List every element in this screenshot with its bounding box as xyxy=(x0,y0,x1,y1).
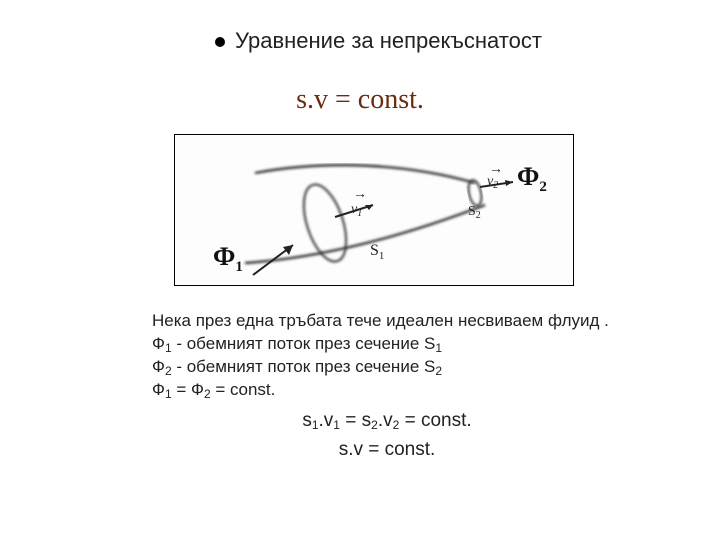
figure-tube-flow: → → Ф1 Ф2 S1 S2 v1 v2 xyxy=(174,134,574,286)
bullet-icon xyxy=(215,37,225,47)
title-text: Уравнение за непрекъснатост xyxy=(235,28,542,54)
svg-text:→: → xyxy=(353,187,367,202)
equation-s1v1: s1.v1 = s2.v2 = const. xyxy=(152,408,622,434)
figure-svg: → → Ф1 Ф2 S1 S2 v1 v2 xyxy=(175,135,573,285)
title-bullet-row: Уравнение за непрекъснатост xyxy=(215,28,542,54)
body-line-2: Ф1 - обемният поток през сечение S1 xyxy=(152,333,622,356)
body-text-block: Нека през една тръбата тече идеален несв… xyxy=(152,310,622,463)
body-line-4: Ф1 = Ф2 = const. xyxy=(152,379,622,402)
equation-sv: s.v = const. xyxy=(152,437,622,463)
body-line-3: Ф2 - обемният поток през сечение S2 xyxy=(152,356,622,379)
main-equation: s.v = const. xyxy=(0,84,720,116)
body-line-1: Нека през една тръбата тече идеален несв… xyxy=(152,310,622,333)
